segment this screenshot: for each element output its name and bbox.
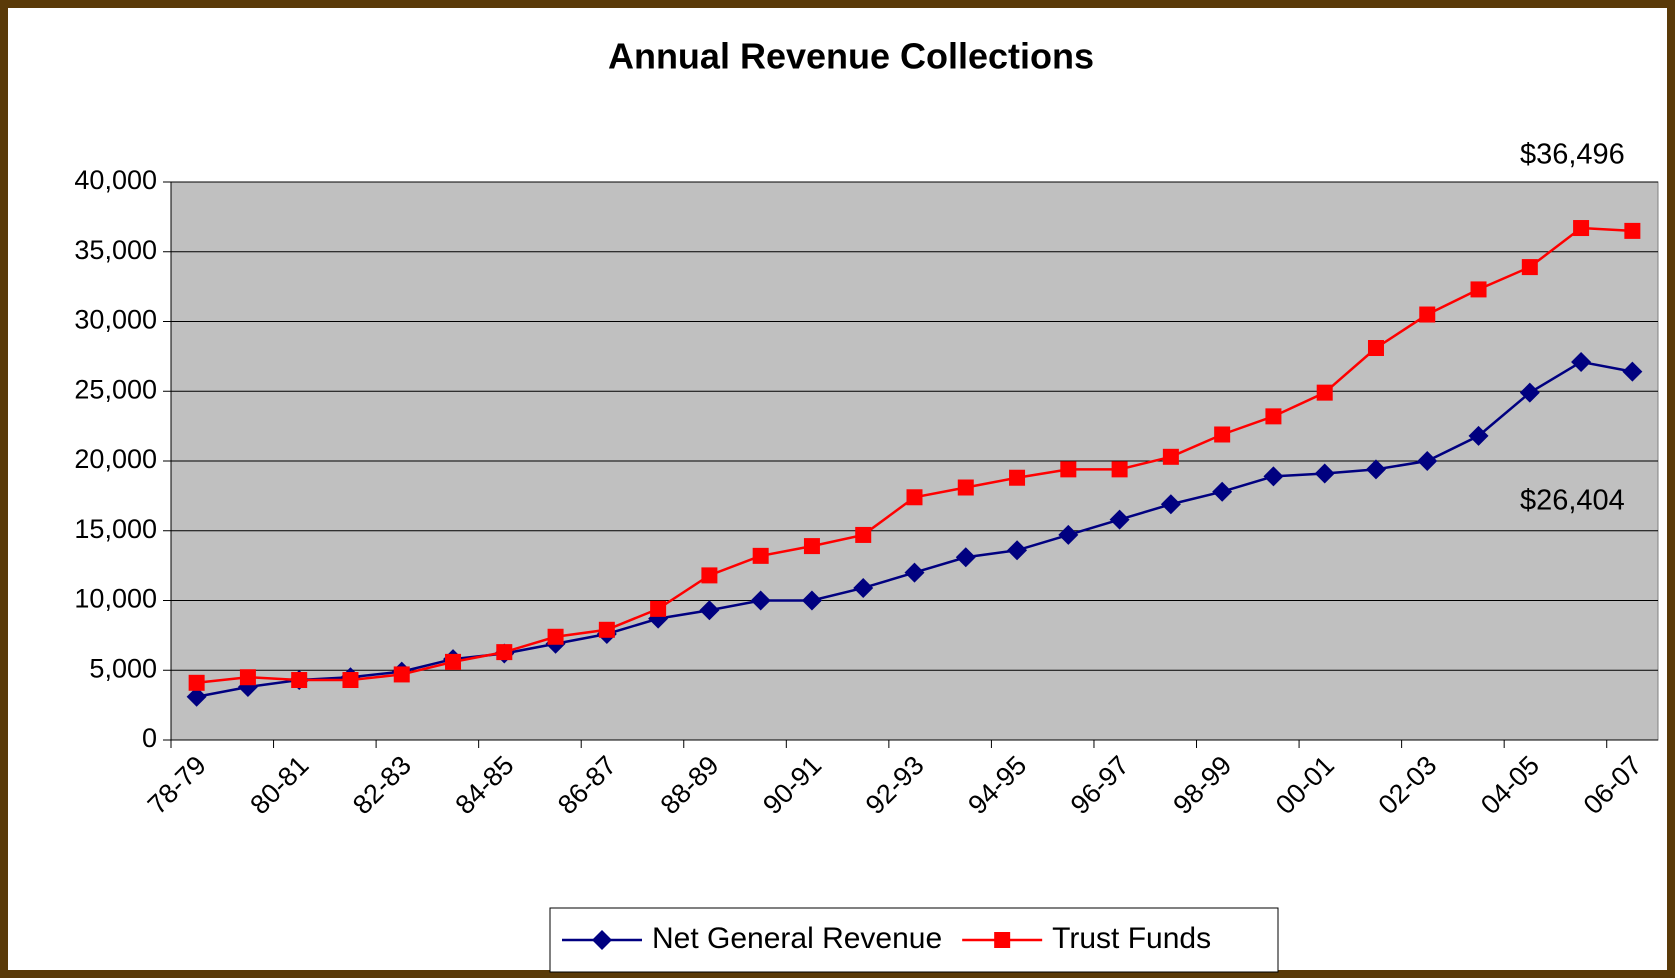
marker xyxy=(750,590,771,611)
marker xyxy=(1521,259,1538,276)
marker xyxy=(496,644,513,661)
marker xyxy=(906,489,923,506)
y-tick-label: 40,000 xyxy=(74,165,157,195)
y-tick-label: 20,000 xyxy=(74,444,157,474)
marker xyxy=(239,669,256,686)
y-tick-label: 25,000 xyxy=(74,374,157,404)
marker xyxy=(650,600,667,617)
y-tick-label: 15,000 xyxy=(74,514,157,544)
marker xyxy=(803,538,820,555)
marker xyxy=(445,653,462,670)
marker xyxy=(1519,382,1540,403)
marker xyxy=(1365,459,1386,480)
marker xyxy=(801,590,822,611)
y-tick-label: 5,000 xyxy=(89,653,157,683)
marker xyxy=(598,621,615,638)
marker xyxy=(957,479,974,496)
marker xyxy=(1316,384,1333,401)
marker xyxy=(1265,408,1282,425)
value-label: $26,404 xyxy=(1520,484,1625,516)
marker xyxy=(1622,361,1643,382)
marker xyxy=(1573,220,1590,237)
marker xyxy=(1314,463,1335,484)
marker xyxy=(752,547,769,564)
marker xyxy=(855,526,872,543)
legend-marker xyxy=(592,930,612,950)
marker xyxy=(699,600,720,621)
marker xyxy=(955,547,976,568)
marker xyxy=(342,672,359,689)
y-tick-label: 0 xyxy=(142,723,157,753)
marker xyxy=(1571,351,1592,372)
marker xyxy=(1058,524,1079,545)
value-label: $36,496 xyxy=(1520,139,1625,171)
marker xyxy=(1214,426,1231,443)
y-tick-label: 30,000 xyxy=(74,305,157,335)
chart-title: Annual Revenue Collections xyxy=(608,36,1094,77)
marker xyxy=(393,666,410,683)
marker xyxy=(1367,340,1384,357)
legend-box xyxy=(549,907,1279,973)
marker xyxy=(1212,481,1233,502)
marker xyxy=(291,672,308,689)
marker xyxy=(1111,461,1128,478)
marker xyxy=(1007,540,1028,561)
marker xyxy=(1109,509,1130,530)
marker xyxy=(1417,451,1438,471)
marker xyxy=(904,562,925,583)
marker xyxy=(186,686,207,707)
marker xyxy=(1468,425,1489,446)
marker xyxy=(1263,466,1284,487)
marker xyxy=(853,577,874,598)
marker xyxy=(1470,281,1487,298)
marker xyxy=(547,628,564,645)
marker xyxy=(188,674,205,691)
marker xyxy=(1624,222,1641,239)
marker xyxy=(1009,469,1026,486)
y-tick-label: 35,000 xyxy=(74,235,157,265)
marker xyxy=(1160,494,1181,515)
marker xyxy=(1162,448,1179,465)
legend-marker xyxy=(994,932,1011,948)
legend-label: Trust Funds xyxy=(1052,922,1211,955)
y-tick-label: 10,000 xyxy=(74,584,157,614)
marker xyxy=(1419,306,1436,323)
marker xyxy=(1060,461,1077,478)
marker xyxy=(701,567,718,584)
legend-label: Net General Revenue xyxy=(652,922,942,955)
